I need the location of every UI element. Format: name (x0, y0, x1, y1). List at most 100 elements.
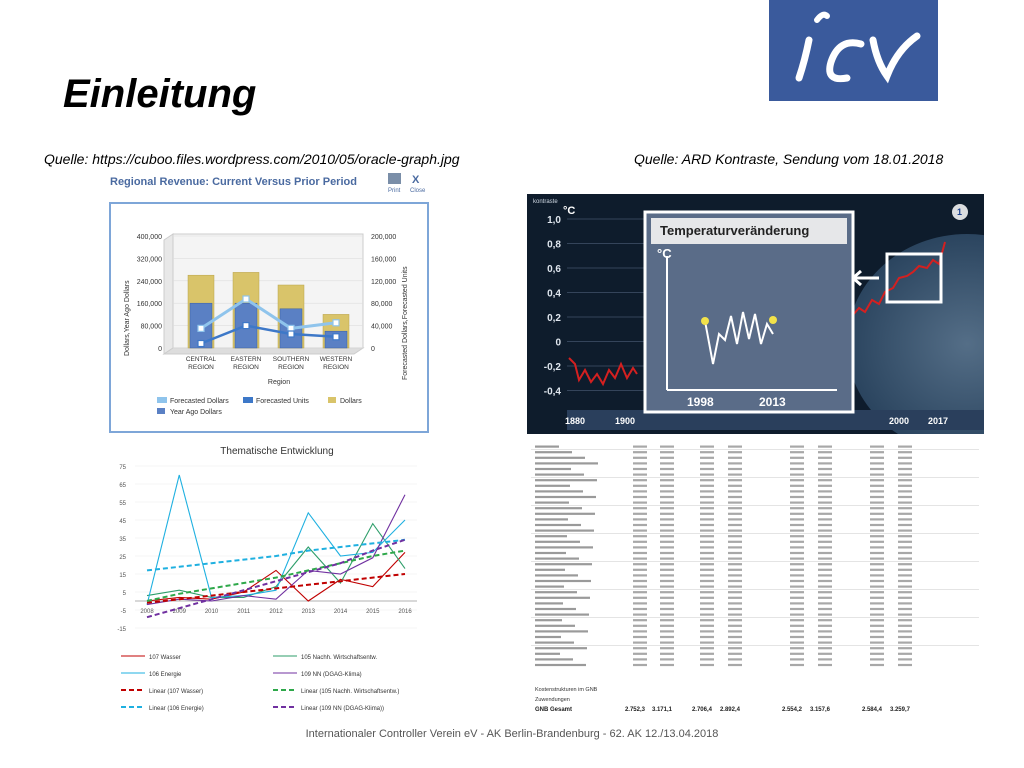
table-cell-blur (633, 624, 647, 627)
table-cell-blur (790, 507, 804, 510)
trend-y-tick: 65 (119, 483, 126, 489)
table-cell-blur (898, 613, 912, 616)
revenue-point-forecasted-units (332, 333, 340, 341)
print-label[interactable]: Print (388, 188, 401, 194)
table-cell-blur (700, 563, 714, 566)
table-cell-blur (660, 619, 674, 622)
temp-y-tick: 1,0 (547, 215, 561, 226)
table-cell-blur (870, 585, 884, 588)
trend-x-tick: 2013 (302, 609, 316, 615)
table-cell-blur (790, 479, 804, 482)
table-cell-blur (700, 641, 714, 644)
trend-x-tick: 2008 (140, 609, 154, 615)
table-cell-blur (700, 473, 714, 476)
revenue-y-right-tick: 160,000 (371, 256, 396, 263)
table-row-label-blur (535, 546, 593, 549)
table-gnb-value: 2.892,4 (720, 707, 741, 713)
table-cell-blur (633, 540, 647, 543)
table-cell-blur (898, 596, 912, 599)
table-row-label-blur (535, 585, 564, 588)
table-cell-blur (728, 546, 742, 549)
table-cell-blur (660, 607, 674, 611)
table-cell-blur (870, 624, 884, 627)
temp-y-tick: 0,4 (547, 289, 561, 300)
table-cell-blur (818, 518, 832, 521)
table-cell-blur (700, 490, 714, 493)
table-cell-blur (728, 451, 742, 454)
table-row-label-blur (535, 635, 561, 639)
table-cell-blur (660, 523, 674, 527)
temp-y-tick: 0,2 (547, 313, 561, 324)
revenue-legend: Forecasted Dollars Forecasted Units Doll… (157, 397, 362, 416)
table-row-label-blur (535, 456, 585, 459)
table-cell-blur (790, 518, 804, 521)
table-row-label-blur (535, 479, 597, 482)
table-cell-blur (790, 546, 804, 549)
trend-series-linear (146, 573, 406, 604)
table-cell-blur (700, 529, 714, 532)
table-cell-blur (633, 501, 647, 504)
table-cell-blur (870, 652, 884, 655)
table-cell-blur (633, 635, 647, 639)
table-cell-blur (818, 563, 832, 566)
inset-title: Temperaturveränderung (660, 223, 809, 238)
table-cell-blur (633, 619, 647, 622)
table-cell-blur (700, 546, 714, 549)
table-cell-blur (870, 473, 884, 476)
table-cell-blur (728, 495, 742, 499)
temp-y-tick: 0 (555, 338, 561, 349)
table-row-label-blur (535, 658, 573, 661)
revenue-point-forecasted-units (242, 322, 250, 330)
table-row-label-blur (535, 462, 598, 465)
table-row-label-blur (535, 501, 569, 504)
table-cell-blur (898, 652, 912, 655)
table-cell-blur (898, 479, 912, 482)
print-icon[interactable] (388, 173, 401, 184)
table-cell-blur (660, 568, 674, 571)
table-cell-blur (633, 579, 647, 583)
table-cell-blur (728, 574, 742, 577)
table-cell-blur (700, 445, 714, 448)
table-cell-blur (633, 652, 647, 655)
source-left: Quelle: https://cuboo.files.wordpress.co… (44, 151, 460, 167)
table-cell-blur (700, 619, 714, 622)
table-cell-blur (898, 462, 912, 465)
table-cell-blur (898, 557, 912, 560)
close-icon[interactable]: X (412, 174, 420, 186)
table-cell-blur (898, 445, 912, 448)
table-row-label-blur (535, 596, 590, 599)
revenue-line-forecasted-units (200, 324, 337, 345)
table-cell-blur (700, 557, 714, 560)
table-row-label-blur (535, 652, 560, 655)
temp-unit: °C (563, 205, 575, 217)
table-cell-blur (790, 635, 804, 639)
trend-legend-label: 107 Wasser (149, 655, 181, 661)
trend-x-tick: 2014 (334, 609, 348, 615)
table-cell-blur (818, 585, 832, 588)
revenue-category-label: EASTERN (231, 356, 262, 363)
table-cell-blur (870, 557, 884, 560)
financial-table: Kostenstrukturen im GNB Zuwendungen GNB … (527, 440, 984, 717)
table-cell-blur (660, 507, 674, 510)
table-cell-blur (898, 579, 912, 583)
table-cell-blur (728, 619, 742, 622)
table-cell-blur (818, 501, 832, 504)
table-cell-blur (700, 456, 714, 459)
table-cell-blur (898, 624, 912, 627)
table-cell-blur (870, 663, 884, 667)
table-row-label-blur (535, 574, 578, 577)
table-cell-blur (870, 507, 884, 510)
table-row-label-blur (535, 624, 575, 627)
table-cell-blur (818, 663, 832, 667)
table-cell-blur (870, 540, 884, 543)
table-cell-blur (790, 607, 804, 611)
table-cell-blur (790, 658, 804, 661)
table-cell-blur (633, 529, 647, 532)
table-cell-blur (728, 456, 742, 459)
table-cell-blur (898, 658, 912, 661)
table-cell-blur (633, 630, 647, 633)
close-label[interactable]: Close (410, 188, 426, 194)
table-cell-blur (728, 484, 742, 487)
inset-temperature-line (704, 311, 774, 365)
table-cell-blur (660, 647, 674, 650)
